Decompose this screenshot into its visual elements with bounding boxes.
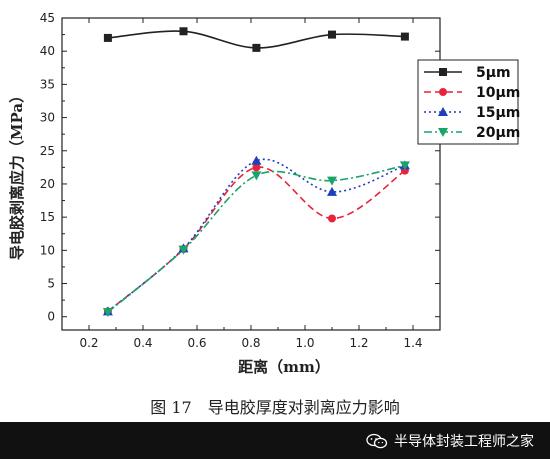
- x-tick-label: 0.2: [79, 336, 98, 350]
- y-axis-label: 导电胶剥离应力（MPa）: [8, 88, 26, 260]
- y-tick-label: 35: [40, 77, 55, 91]
- watermark: 半导体封装工程师之家: [366, 431, 534, 451]
- legend-box: [417, 59, 519, 145]
- y-tick-label: 5: [47, 277, 55, 291]
- data-point-3: [102, 308, 113, 318]
- series-line-2: [107, 158, 406, 313]
- y-tick-label: 20: [40, 177, 55, 191]
- plot-frame: [61, 17, 441, 331]
- data-point-1: [328, 214, 336, 223]
- data-point-2: [327, 186, 337, 196]
- series-line-1: [107, 166, 406, 313]
- data-point-1: [252, 163, 261, 172]
- legend-marker-2: [438, 107, 448, 116]
- wechat-icon: [366, 433, 388, 449]
- x-axis-label: 距离（mm）: [238, 358, 330, 376]
- x-tick-label: 0.8: [241, 336, 260, 350]
- line-chart: 0.2 0.4 0.6 0.8 1.0 1.2 1.4051015202530354045 …: [8, 11, 520, 376]
- y-tick-label: 40: [40, 44, 55, 58]
- data-point-3: [327, 176, 337, 186]
- legend-label-3: 20μm: [476, 125, 520, 141]
- y-tick-label: 45: [40, 11, 55, 25]
- data-point-0: [103, 33, 112, 42]
- data-point-3: [399, 161, 410, 171]
- y-tick-label: 0: [47, 310, 55, 324]
- x-tick-label: 0.4: [133, 336, 152, 350]
- footer-bar: 半导体封装工程师之家: [0, 422, 550, 459]
- y-tick-label: 15: [40, 210, 55, 224]
- figure-caption: 图 17 导电胶厚度对剥离应力影响: [150, 398, 400, 417]
- series-line-3: [107, 164, 406, 313]
- watermark-text: 半导体封装工程师之家: [394, 434, 534, 450]
- x-tick-label: 1.2: [349, 336, 368, 350]
- data-point-0: [252, 43, 261, 52]
- data-point-3: [178, 245, 189, 255]
- y-tick-label: 25: [40, 144, 55, 158]
- x-tick-label: 0.6: [187, 336, 206, 350]
- data-point-2: [251, 155, 262, 165]
- data-point-0: [179, 27, 188, 36]
- legend-marker-3: [438, 128, 448, 137]
- x-tick-label: 1.4: [403, 336, 422, 350]
- legend-label-2: 15μm: [476, 105, 520, 121]
- legend-label-1: 10μm: [476, 85, 520, 101]
- legend-marker-1: [439, 88, 447, 96]
- data-point-0: [328, 30, 336, 39]
- data-point-3: [251, 171, 262, 181]
- y-tick-label: 10: [40, 243, 55, 257]
- x-tick-label: 1.0: [295, 336, 314, 350]
- legend-label-0: 5μm: [476, 65, 511, 81]
- y-tick-label: 30: [40, 111, 55, 125]
- legend-marker-0: [439, 68, 447, 76]
- data-point-0: [400, 32, 409, 41]
